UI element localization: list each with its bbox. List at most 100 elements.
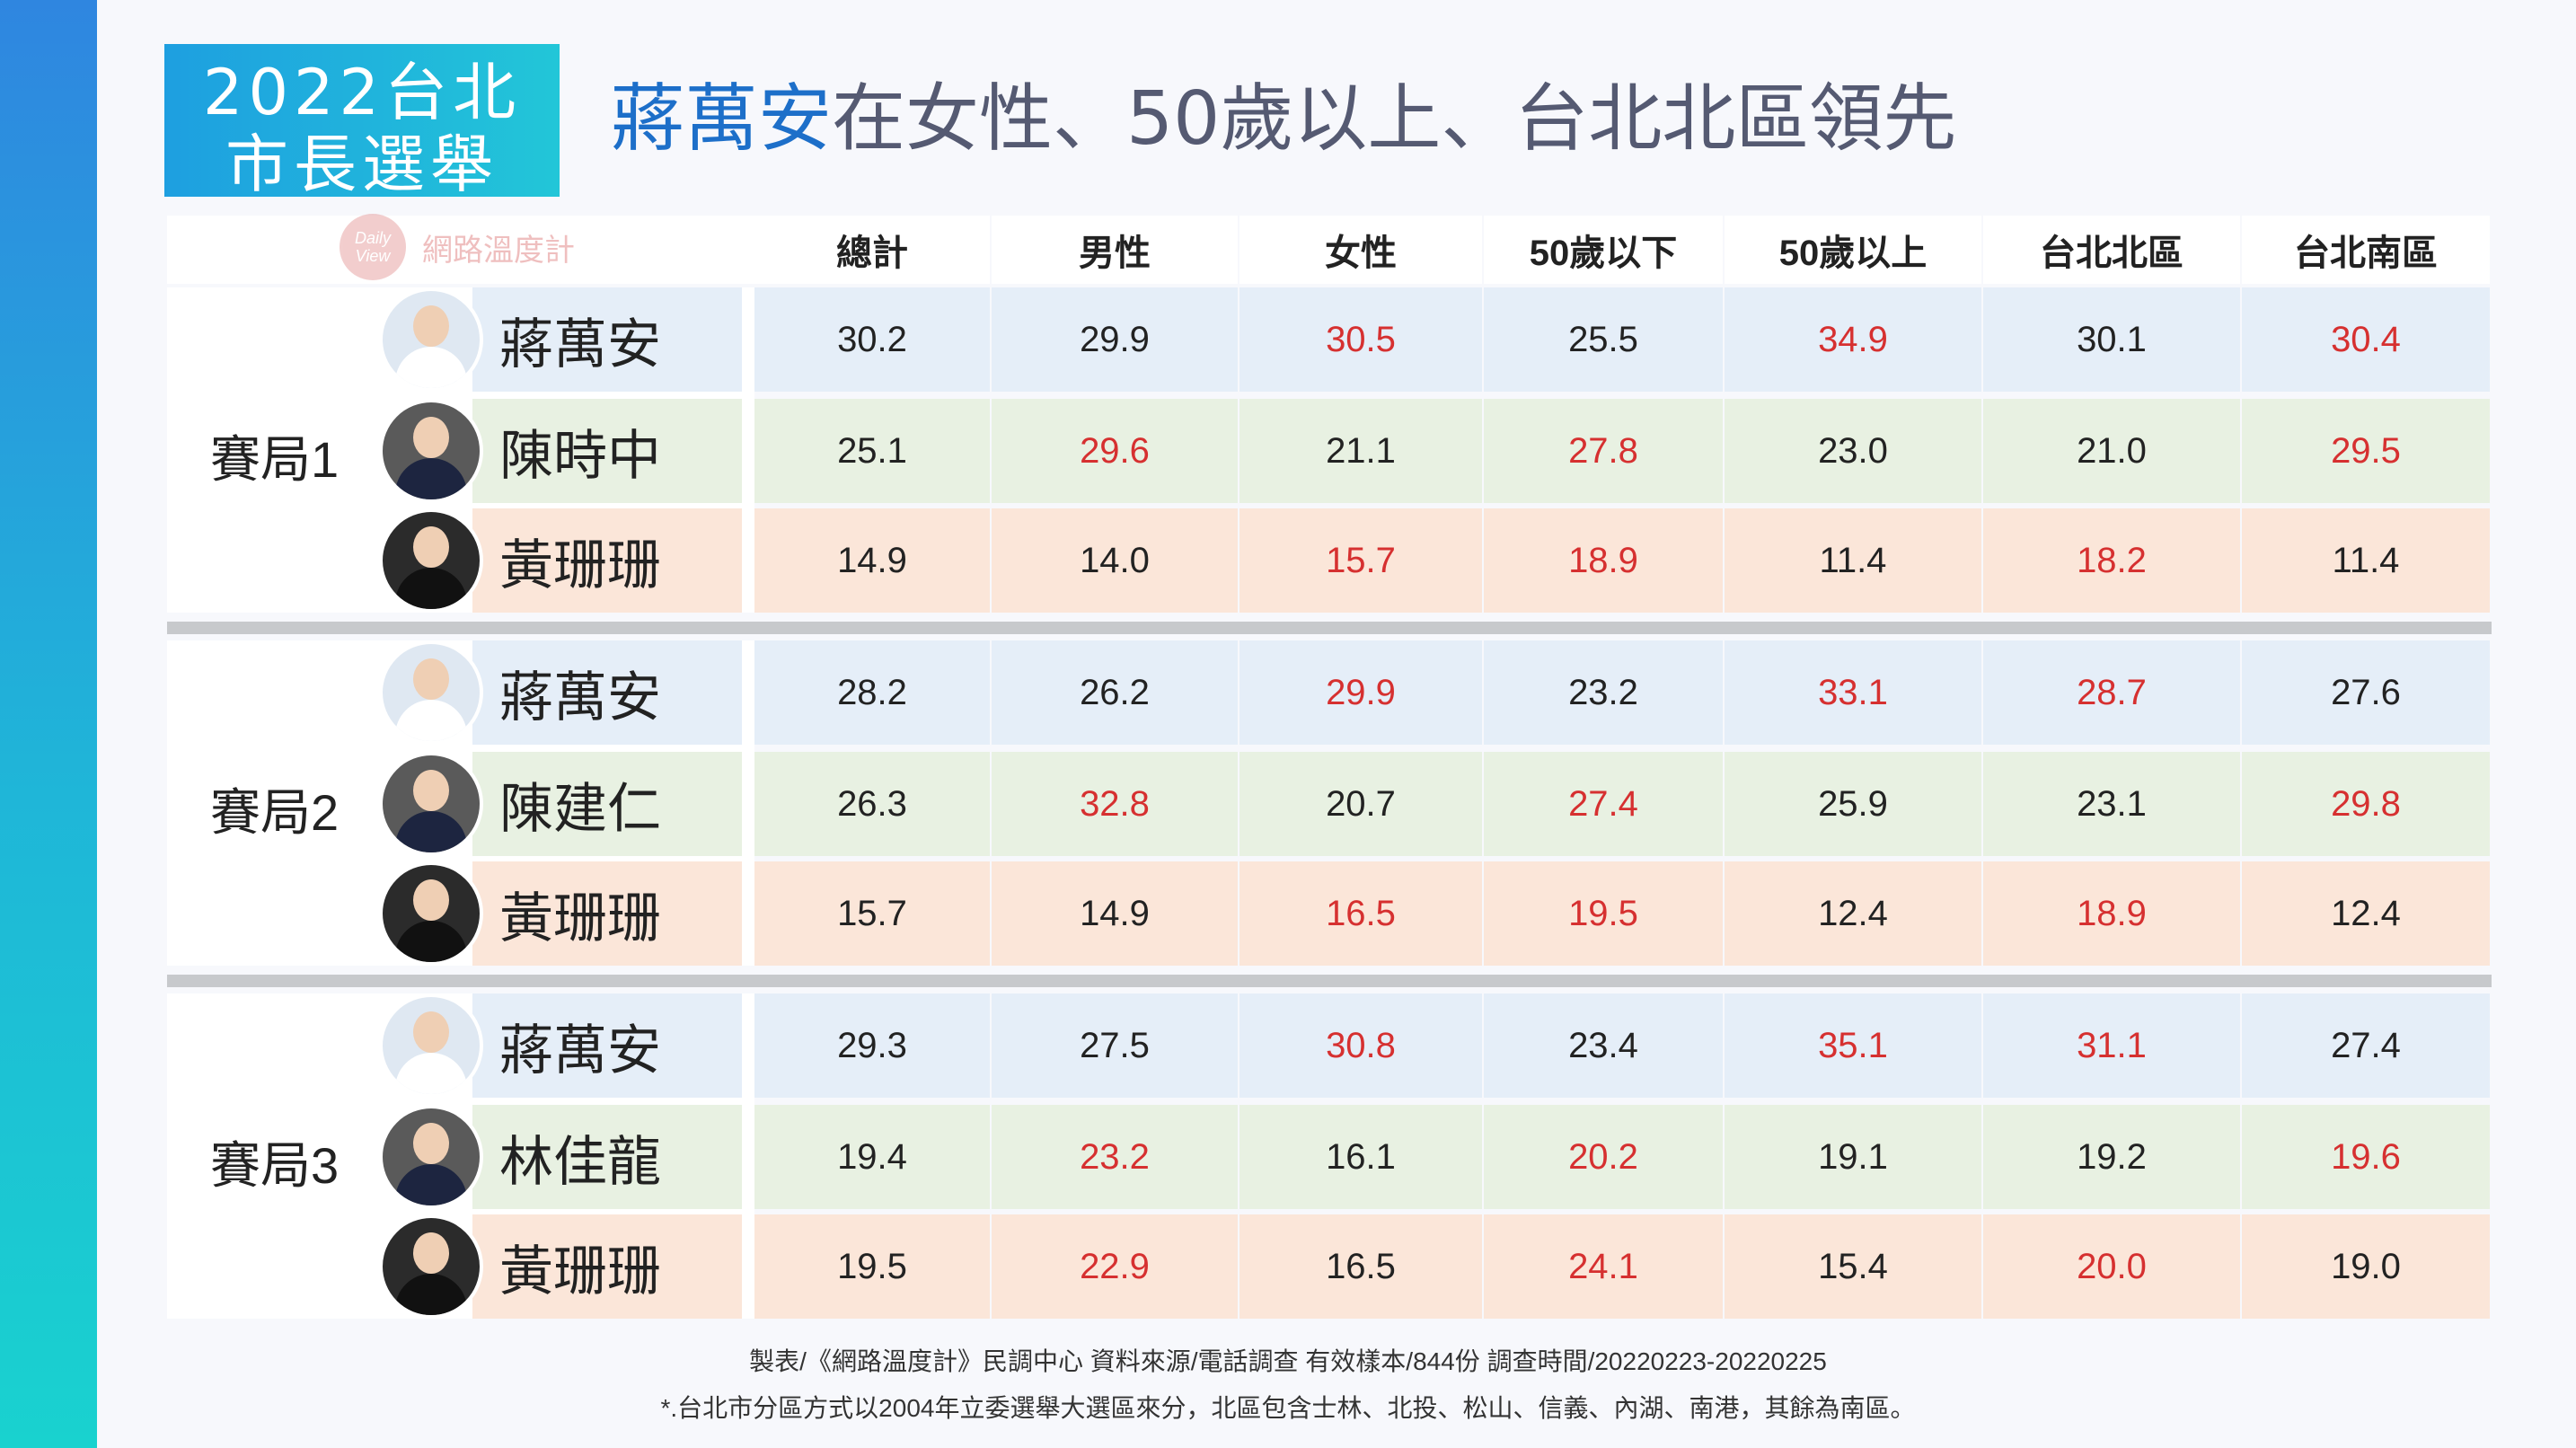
value-cell: 19.4: [754, 1105, 990, 1209]
side-gradient-bar: [0, 0, 97, 1448]
candidate-avatar-icon: [379, 993, 483, 1098]
avatar-body: [395, 458, 467, 499]
candidate-name: 蔣萬安: [472, 640, 742, 745]
value-cell: 32.8: [992, 752, 1238, 856]
candidate-row: 陳時中 25.1 29.6 21.1 27.8 23.0 21.0 29.5: [167, 399, 2492, 503]
candidate-name: 黃珊珊: [472, 1214, 742, 1319]
value-cell: 15.7: [754, 861, 990, 966]
value-cell: 20.7: [1239, 752, 1482, 856]
avatar-head: [413, 1232, 449, 1274]
value-cell: 15.7: [1239, 508, 1482, 613]
candidate-avatar-icon: [379, 640, 483, 745]
avatar-head: [413, 305, 449, 347]
value-cell: 30.2: [754, 287, 990, 392]
candidate-name: 陳時中: [472, 399, 742, 503]
value-cell: 24.1: [1484, 1214, 1723, 1319]
column-header: 女性: [1239, 216, 1482, 284]
value-cell: 28.7: [1983, 640, 2240, 745]
avatar-head: [413, 879, 449, 921]
candidate-row: 黃珊珊 15.7 14.9 16.5 19.5 12.4 18.9 12.4: [167, 861, 2492, 966]
scenario-group: 賽局1 蔣萬安 30.2 29.9 30.5 25.5 34.9 30.1 30.4 陳時中 25.…: [167, 287, 2492, 613]
candidate-avatar-icon: [379, 1214, 483, 1319]
candidate-name: 陳建仁: [472, 752, 742, 856]
value-cell: 12.4: [2242, 861, 2490, 966]
value-cell: 35.1: [1725, 993, 1981, 1098]
column-header: 50歲以下: [1484, 216, 1723, 284]
district-footnote: *.台北市分區方式以2004年立委選舉大選區來分，北區包含士林、北投、松山、信義…: [660, 1394, 1916, 1422]
avatar-body: [395, 921, 467, 962]
candidate-row: 蔣萬安 30.2 29.9 30.5 25.5 34.9 30.1 30.4: [167, 287, 2492, 392]
title-badge: 2022台北 市長選舉: [164, 44, 560, 197]
candidate-row: 蔣萬安 28.2 26.2 29.9 23.2 33.1 28.7 27.6: [167, 640, 2492, 745]
value-cell: 29.9: [992, 287, 1238, 392]
value-cell: 23.4: [1484, 993, 1723, 1098]
candidate-name: 蔣萬安: [472, 993, 742, 1098]
value-cell: 16.1: [1239, 1105, 1482, 1209]
value-cell: 15.4: [1725, 1214, 1981, 1319]
scenario-label: 賽局2: [210, 784, 340, 841]
value-cell: 14.9: [992, 861, 1238, 966]
value-cell: 30.5: [1239, 287, 1482, 392]
logo-text: 網路溫度計: [422, 233, 575, 268]
value-cell: 30.1: [1983, 287, 2240, 392]
headline: 蔣萬安在女性、50歲以上、台北北區領先: [611, 70, 1956, 169]
candidate-row: 黃珊珊 14.9 14.0 15.7 18.9 11.4 18.2 11.4: [167, 508, 2492, 613]
scenario-group: 賽局2 蔣萬安 28.2 26.2 29.9 23.2 33.1 28.7 27.6 陳建仁 26.…: [167, 640, 2492, 966]
value-cell: 27.4: [1484, 752, 1723, 856]
value-cell: 14.0: [992, 508, 1238, 613]
candidate-avatar-icon: [379, 399, 483, 503]
candidate-row: 黃珊珊 19.5 22.9 16.5 24.1 15.4 20.0 19.0: [167, 1214, 2492, 1319]
value-cell: 19.0: [2242, 1214, 2490, 1319]
column-header: 台北南區: [2242, 216, 2490, 284]
group-divider: [167, 622, 2492, 634]
candidate-avatar-icon: [379, 1105, 483, 1209]
badge-line-2: 市長選舉: [225, 128, 498, 197]
value-cell: 14.9: [754, 508, 990, 613]
value-cell: 23.2: [992, 1105, 1238, 1209]
value-cell: 20.0: [1983, 1214, 2240, 1319]
value-cell: 19.6: [2242, 1105, 2490, 1209]
value-cell: 22.9: [992, 1214, 1238, 1319]
avatar-head: [413, 417, 449, 458]
avatar-head: [413, 1011, 449, 1053]
candidate-name: 黃珊珊: [472, 861, 742, 966]
value-cell: 19.1: [1725, 1105, 1981, 1209]
value-cell: 23.0: [1725, 399, 1981, 503]
value-cell: 26.2: [992, 640, 1238, 745]
value-cell: 29.9: [1239, 640, 1482, 745]
headline-rest: 在女性、50歲以上、台北北區領先: [832, 76, 1957, 162]
value-cell: 33.1: [1725, 640, 1981, 745]
value-cell: 34.9: [1725, 287, 1981, 392]
scenario-label: 賽局1: [210, 431, 340, 488]
value-cell: 25.1: [754, 399, 990, 503]
value-cell: 29.6: [992, 399, 1238, 503]
avatar-body: [395, 1164, 467, 1205]
scenario-label: 賽局3: [210, 1137, 340, 1194]
avatar-head: [413, 526, 449, 568]
value-cell: 18.9: [1484, 508, 1723, 613]
avatar-head: [413, 658, 449, 700]
value-cell: 19.5: [1484, 861, 1723, 966]
value-cell: 25.5: [1484, 287, 1723, 392]
avatar-head: [413, 770, 449, 811]
headline-highlight: 蔣萬安: [611, 76, 833, 162]
value-cell: 26.3: [754, 752, 990, 856]
value-cell: 21.1: [1239, 399, 1482, 503]
candidate-avatar-icon: [379, 861, 483, 966]
candidate-name: 黃珊珊: [472, 508, 742, 613]
avatar-body: [395, 811, 467, 852]
value-cell: 29.8: [2242, 752, 2490, 856]
value-cell: 29.5: [2242, 399, 2490, 503]
daily-view-logo-icon: Daily View: [340, 214, 406, 280]
value-cell: 27.5: [992, 993, 1238, 1098]
scenario-group: 賽局3 蔣萬安 29.3 27.5 30.8 23.4 35.1 31.1 27.4 林佳龍 19.…: [167, 993, 2492, 1319]
value-cell: 30.8: [1239, 993, 1482, 1098]
value-cell: 20.2: [1484, 1105, 1723, 1209]
watermark-logo: Daily View 網路溫度計: [340, 214, 575, 280]
avatar-body: [395, 347, 467, 388]
candidate-name: 林佳龍: [472, 1105, 742, 1209]
value-cell: 28.2: [754, 640, 990, 745]
avatar-head: [413, 1123, 449, 1164]
candidate-avatar-icon: [379, 752, 483, 856]
value-cell: 23.1: [1983, 752, 2240, 856]
